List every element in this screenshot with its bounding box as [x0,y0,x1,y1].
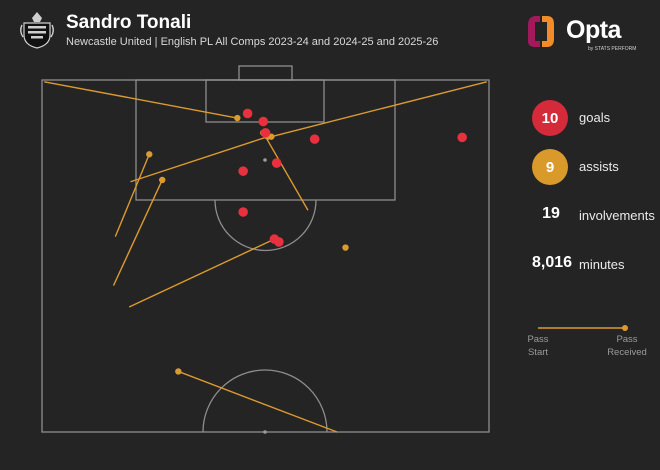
assist-pass-line-5 [271,81,487,138]
goals-label: goals [579,110,611,125]
involvements-value: 19 [542,205,560,222]
assist-pass-line-8 [178,370,338,433]
assist-received-point-8 [175,368,182,375]
goal-layer [238,108,467,247]
assist-pass-line-7 [128,238,275,308]
assist-received-point-3 [159,176,166,184]
stat-minutes: 8,016 minutes [532,247,660,283]
page-title: Sandro Tonali [66,12,192,33]
minutes-value: 8,016 [532,254,573,271]
goal-shot-point-6 [271,158,282,168]
brand-name: Opta [566,16,621,44]
assist-received-point-2 [146,151,153,158]
opta-logo-icon [528,16,554,47]
goal-shot-point-7 [238,166,248,176]
assist-pass-line-3 [112,179,163,286]
goal-frame [238,65,293,81]
centre-circle [202,369,328,433]
goals-badge: 10 [532,100,568,136]
goal-shot-point-2 [258,116,269,127]
assists-label: assists [579,159,619,174]
centre-spot [263,430,267,434]
stat-involvements: 19 involvements [532,198,660,234]
assist-pass-line-1 [44,81,238,119]
penalty-area [135,79,396,201]
pitch-chart [41,65,490,434]
stat-goals: 10 goals [532,100,660,136]
penalty-spot [263,158,267,162]
goal-shot-point-5 [457,132,467,143]
legend-start-line2: Start [527,347,549,358]
assist-received-point-9 [342,244,349,251]
legend-pass-line [538,325,628,331]
involvements-label: involvements [579,208,655,223]
assist-pass-line-4 [130,136,268,183]
goal-shot-point-4 [309,134,320,144]
stat-assists: 9 assists [532,149,660,185]
newcastle-crest-icon [20,12,54,49]
goal-shot-point-8 [238,207,248,217]
page-subtitle: Newcastle United | English PL All Comps … [66,36,439,48]
penalty-arc [214,199,317,252]
assist-pass-line-6 [262,132,309,211]
header: Sandro Tonali Newcastle United | English… [0,0,660,60]
legend-end-line2: Received [607,347,647,358]
assist-received-point-1 [234,114,241,122]
legend-pass-start: Pass Start [526,333,550,359]
legend-end-line1: Pass [616,334,638,345]
brand-sub: by STATS PERFORM [588,46,637,52]
assists-badge: 9 [532,149,568,185]
assist-pass-line-2 [114,154,150,237]
goal-shot-point-1 [242,108,253,119]
legend-start-line1: Pass [527,334,549,345]
legend-pass-received: Pass Received [604,333,650,359]
goal-shot-point-10 [274,237,284,247]
goal-shot-point-3 [260,128,271,138]
minutes-label: minutes [579,257,625,272]
